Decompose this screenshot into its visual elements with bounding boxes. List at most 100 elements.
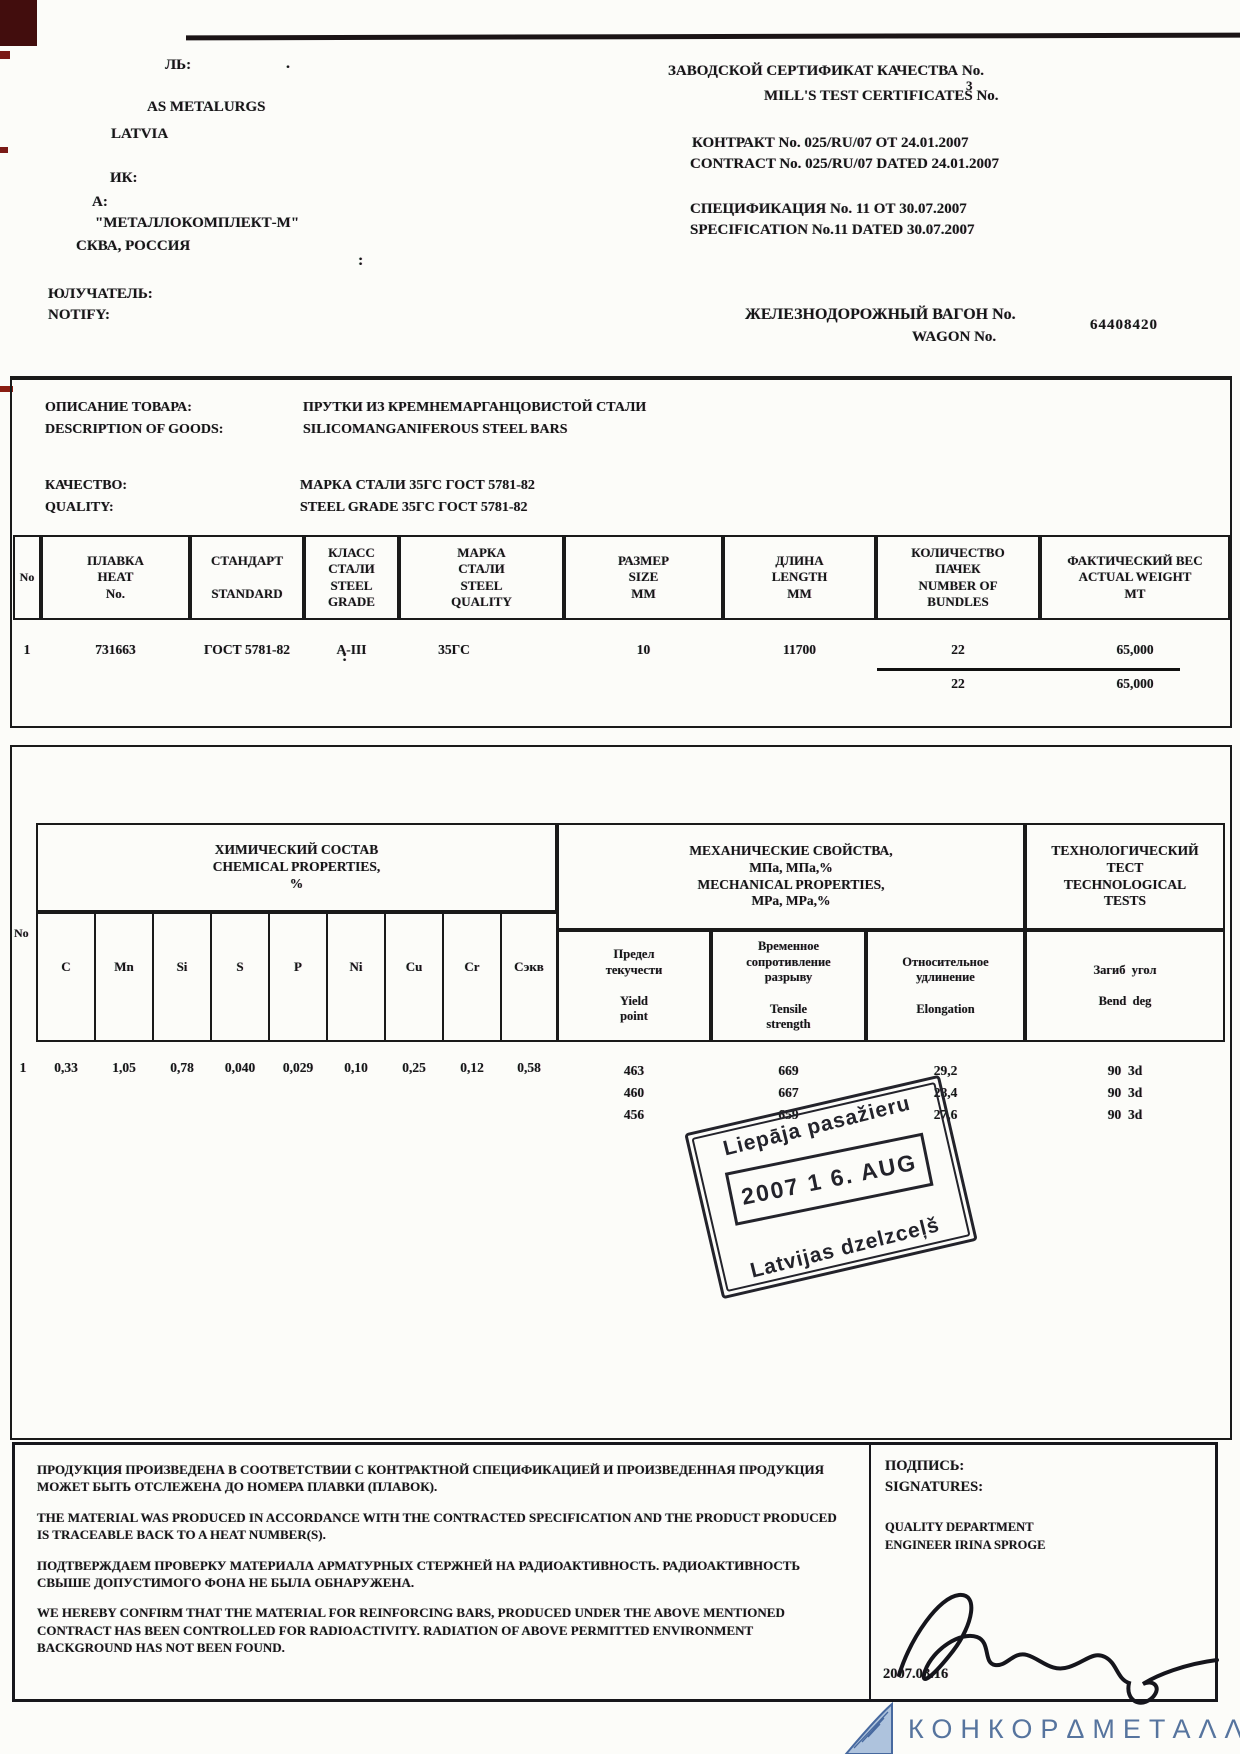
confirmation-text-column: ПРОДУКЦИЯ ПРОИЗВЕДЕНА В СООТВЕТСТВИИ С К… (15, 1445, 871, 1699)
t1-header-weight: ФАКТИЧЕСКИЙ ВЕС ACTUAL WEIGHT МТ (1040, 535, 1230, 620)
t2-chem-si: 0,78 (170, 1060, 194, 1075)
t2-chem-group-header: ХИМИЧЕСКИЙ СОСТАВ CHEMICAL PROPERTIES, % (36, 823, 557, 912)
confirmation-paragraph-en-2: WE HEREBY CONFIRM THAT THE MATERIAL FOR … (37, 1605, 785, 1656)
t2-chem-p: 0,029 (282, 1060, 314, 1075)
signer-title: QUALITY DEPARTMENT (885, 1520, 1034, 1534)
t1-row-standard: ГОСТ 5781-82 (203, 642, 291, 657)
scan-top-line (185, 32, 1240, 41)
signer-name: ENGINEER IRINA SPROGE (885, 1538, 1046, 1552)
quality-label-en: QUALITY: (45, 500, 114, 515)
t1-header-length: ДЛИНА LENGTH ММ (723, 535, 876, 620)
scan-colon-speck-2: : (342, 648, 348, 665)
certificate-title-ru: ЗАВОДСКОЙ СЕРТИФИКАТ КАЧЕСТВА No. (668, 63, 984, 79)
wagon-label-ru: ЖЕЛЕЗНОДОРОЖНЫЙ ВАГОН No. (745, 306, 1016, 323)
t2-tensile-values: 669 667 659 (778, 1063, 799, 1122)
t2-element-cu: Cu (384, 912, 444, 1042)
t2-chem-cekv: 0,58 (517, 1060, 541, 1075)
t2-element-s: S (210, 912, 270, 1042)
t1-total-bundles: 22 (951, 676, 965, 691)
t2-element-cr: Cr (442, 912, 502, 1042)
t2-chem-cr: 0,12 (460, 1060, 484, 1075)
goods-box (10, 376, 1232, 728)
buyer-label-fragment-1: ИК: (110, 170, 138, 186)
t1-header-standard: СТАНДАРТ STANDARD (190, 535, 304, 620)
specification-line-ru: СПЕЦИФИКАЦИЯ No. 11 ОТ 30.07.2007 (690, 201, 967, 217)
t2-no-label: No (14, 926, 29, 940)
scan-red-mark-3 (0, 386, 13, 392)
t2-elongation-header: Относительное удлинение Elongation (866, 930, 1025, 1042)
t2-tensile-header: Временное сопротивление разрыву Tensile … (711, 930, 866, 1042)
handwritten-signature (897, 1592, 1219, 1705)
wagon-number: 64408420 (1090, 317, 1158, 333)
confirmation-paragraph-en-1: THE MATERIAL WAS PRODUCED IN ACCORDANCE … (37, 1509, 837, 1543)
t2-chem-s: 0,040 (224, 1060, 256, 1075)
t2-tech-group-header: ТЕХНОЛОГИЧЕСКИЙ ТЕСТ TECHNOLOGICAL TESTS (1025, 823, 1225, 930)
t2-element-ni: Ni (326, 912, 386, 1042)
t1-header-quality: МАРКА СТАЛИ STEEL QUALITY (399, 535, 564, 620)
t2-row-no: 1 (19, 1060, 27, 1075)
scan-corner-blotch (0, 0, 37, 46)
t2-chem-cu: 0,25 (402, 1060, 426, 1075)
t1-row-heat: 731663 (95, 642, 136, 657)
t1-header-heat: ПЛАВКА HEAT No. (41, 535, 190, 620)
t1-row-class: А-III (336, 642, 367, 657)
buyer-label-fragment-2: А: (92, 194, 108, 210)
scan-dot-speck: . (286, 55, 290, 72)
t2-element-si: Si (152, 912, 212, 1042)
notify-label-ru: ЮЛУЧАТЕЛЬ: (48, 286, 153, 302)
sender-label-fragment: ЛЬ: (165, 57, 192, 73)
scan-red-mark-1 (0, 51, 10, 59)
certificate-number: 3 (966, 78, 973, 93)
t1-row-size: 10 (636, 642, 651, 657)
mill-name: AS METALURGS (147, 99, 266, 115)
concordmetall-logo: КОНКОРΔМЕТАΛΛ (838, 1702, 1240, 1754)
confirmation-paragraph-ru-1: ПРОДУКЦИЯ ПРОИЗВЕДЕНА В СООТВЕТСТВИИ С К… (37, 1462, 825, 1495)
quality-value-en: STEEL GRADE 35ГС ГОСТ 5781-82 (300, 500, 528, 515)
t2-bend-header: Загиб угол Bend deg (1025, 930, 1225, 1042)
scan-colon-speck-1: : (358, 252, 364, 269)
description-label-ru: ОПИСАНИЕ ТОВАРА: (45, 400, 192, 415)
t2-element-p: P (268, 912, 328, 1042)
t1-row-quality: 35ГС (438, 642, 470, 657)
t1-header-class: КЛАСС СТАЛИ STEEL GRADE (304, 535, 399, 620)
signature-label-ru: ПОДПИСЬ: (885, 1458, 965, 1474)
t1-header-size: РАЗМЕР SIZE ММ (564, 535, 723, 620)
t1-total-weight: 65,000 (1116, 676, 1154, 691)
t2-chem-ni: 0,10 (344, 1060, 368, 1075)
notify-label-en: NOTIFY: (48, 307, 110, 323)
t1-row-weight: 65,000 (1116, 642, 1154, 657)
signature-label-en: SIGNATURES: (885, 1479, 984, 1495)
description-value-en: SILICOMANGANIFEROUS STEEL BARS (303, 422, 568, 437)
t1-header-no: No (13, 535, 41, 620)
logo-text: КОНКОРΔМЕТАΛΛ (908, 1714, 1240, 1744)
confirmation-box: ПРОДУКЦИЯ ПРОИЗВЕДЕНА В СООТВЕТСТВИИ С К… (12, 1442, 1219, 1705)
specification-line-en: SPECIFICATION No.11 DATED 30.07.2007 (690, 222, 975, 238)
t2-element-mn: Mn (94, 912, 154, 1042)
t1-totals-rule (877, 668, 1180, 671)
t1-header-bundles: КОЛИЧЕСТВО ПАЧЕК NUMBER OF BUNDLES (876, 535, 1040, 620)
t2-yield-values: 463 460 456 (623, 1063, 645, 1122)
t2-chem-mn: 1,05 (112, 1060, 136, 1075)
t2-yield-header: Предел текучести Yield point (557, 930, 711, 1042)
buyer-name: "МЕТАЛЛОКОМПЛЕКТ-М" (95, 215, 300, 231)
buyer-city: СКВА, РОССИЯ (76, 238, 191, 254)
t2-chem-c: 0,33 (54, 1060, 78, 1075)
contract-line-en: CONTRACT No. 025/RU/07 DATED 24.01.2007 (690, 156, 1000, 172)
quality-value-ru: МАРКА СТАЛИ 35ГС ГОСТ 5781-82 (300, 478, 535, 493)
t2-element-c: C (36, 912, 96, 1042)
certificate-title-en: MILL'S TEST CERTIFICATES No. (764, 88, 999, 104)
t2-bend-values: 90 3d 90 3d 90 3d (1107, 1063, 1143, 1122)
t1-row-bundles: 22 (951, 642, 965, 657)
t1-row-no: 1 (23, 642, 31, 657)
scan-red-mark-2 (0, 147, 8, 153)
t2-elongation-values: 29,2 28,4 27,6 (933, 1063, 958, 1122)
quality-label-ru: КАЧЕСТВО: (45, 478, 128, 493)
t1-row-length: 11700 (782, 642, 816, 657)
properties-box (10, 745, 1232, 1440)
t2-mech-group-header: МЕХАНИЧЕСКИЕ СВОЙСТВА, МПа, МПа,% MECHAN… (557, 823, 1025, 930)
description-value-ru: ПРУТКИ ИЗ КРЕМНЕМАРГАНЦОВИСТОЙ СТАЛИ (303, 400, 647, 415)
contract-line-ru: КОНТРАКТ No. 025/RU/07 ОТ 24.01.2007 (692, 135, 969, 151)
mill-country: LATVIA (111, 126, 169, 142)
wagon-label-en: WAGON No. (912, 329, 997, 345)
